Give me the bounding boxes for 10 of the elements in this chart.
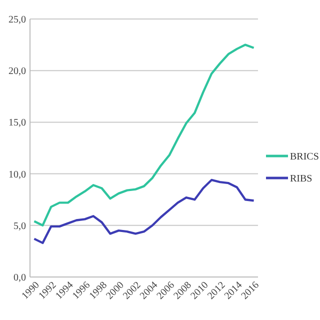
y-tick-label: 15,0 [8, 118, 26, 129]
y-tick-label: 25,0 [8, 14, 26, 26]
y-tick-label: 20,0 [8, 66, 26, 78]
legend-label: BRICS [290, 152, 319, 162]
line-series [33, 178, 255, 244]
y-tick-label: 5,0 [14, 220, 26, 232]
legend-label: RIBS [290, 174, 312, 184]
line-series [33, 44, 255, 226]
y-tick-label: 0,0 [14, 272, 26, 284]
y-tick-label: 10,0 [8, 169, 26, 180]
